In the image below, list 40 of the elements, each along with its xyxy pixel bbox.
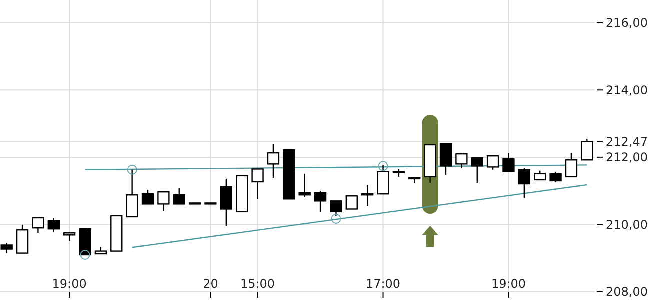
y-tick-label: 216,00 <box>606 16 648 30</box>
candlestick <box>361 184 374 207</box>
candlestick <box>267 143 280 179</box>
x-tick-label: 17:00 <box>366 277 401 291</box>
point <box>127 164 138 175</box>
point <box>80 250 90 260</box>
point <box>331 214 342 224</box>
candlestick <box>471 158 484 184</box>
candlestick <box>314 190 327 213</box>
candlestick <box>518 168 531 199</box>
candlestick <box>456 152 468 169</box>
x-tick-label: 19:00 <box>52 277 87 291</box>
candlestick <box>63 232 76 242</box>
candlestick <box>298 173 311 198</box>
x-tick-label: 15:00 <box>240 277 276 291</box>
y-tick-label: 210,00 <box>606 218 648 232</box>
candlestick <box>142 189 154 205</box>
x-tick-label: 19:00 <box>491 277 526 291</box>
y-tick-label: 208,00 <box>606 285 648 300</box>
candlestick <box>581 138 594 161</box>
candlestick <box>346 196 358 210</box>
candlestick <box>440 143 452 176</box>
candlestick <box>220 178 233 227</box>
x-tick-label: 20 <box>203 277 218 291</box>
y-tick-label: 214,00 <box>606 83 648 98</box>
y-tick-label: 212,47 <box>606 134 648 149</box>
candlestick <box>48 217 60 233</box>
candlestick <box>550 171 562 183</box>
y-tick-label: 212,00 <box>606 150 648 165</box>
candlestick <box>0 242 13 254</box>
point <box>378 161 388 172</box>
candlestick <box>252 168 264 200</box>
candlestick <box>32 216 44 234</box>
candlestick <box>502 152 515 173</box>
candlestick <box>173 187 186 205</box>
candlestick <box>486 155 500 170</box>
candlestick <box>565 152 578 178</box>
candlestick <box>16 224 29 254</box>
candlestick <box>158 191 170 212</box>
candlestick <box>534 170 546 181</box>
